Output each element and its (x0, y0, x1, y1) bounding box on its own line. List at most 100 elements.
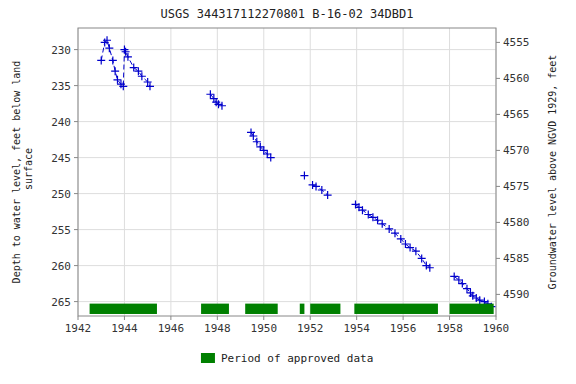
x-tick-label: 1950 (251, 322, 278, 335)
point-marker (391, 229, 399, 237)
chart: 1942194419461948195019521954195619581960… (0, 0, 576, 384)
x-tick-label: 1946 (158, 322, 185, 335)
point-marker (324, 191, 332, 199)
y2-tick-label: 4570 (503, 144, 530, 157)
point-marker (458, 280, 466, 288)
grid-line-x (217, 28, 218, 316)
x-tick-label: 1960 (483, 322, 510, 335)
approved-span (245, 304, 278, 314)
y-tick (74, 157, 78, 158)
point-marker (309, 181, 317, 189)
y-tick-label: 235 (51, 80, 71, 93)
legend-label: Period of approved data (221, 352, 373, 365)
y2-tick-label: 4590 (503, 288, 530, 301)
point-marker (358, 206, 366, 214)
y2-tick (496, 186, 500, 187)
x-tick-label: 1948 (204, 322, 231, 335)
point-marker (418, 254, 426, 262)
plot-area (90, 36, 496, 314)
point-marker (476, 296, 484, 304)
y-tick-label: 265 (51, 296, 71, 309)
grid-line-y (78, 49, 496, 50)
point-marker (146, 82, 154, 90)
point-marker (218, 102, 226, 110)
x-tick-label: 1944 (111, 322, 138, 335)
y-axis-label-line: Depth to water level, feet below land (11, 61, 22, 284)
y2-tick-label: 4565 (503, 108, 530, 121)
grid-line-y (78, 193, 496, 194)
point-marker (426, 264, 434, 272)
point-marker (455, 276, 463, 284)
grid-line-x (403, 28, 404, 316)
x-tick (217, 316, 218, 320)
grid-line-y (78, 229, 496, 230)
grid-line-y (78, 121, 496, 122)
x-tick-label: 1954 (343, 322, 370, 335)
series (206, 90, 226, 110)
point-marker (318, 186, 326, 194)
axes: 1942194419461948195019521954195619581960… (51, 36, 529, 335)
plot-frame (78, 28, 496, 316)
y2-tick (496, 150, 500, 151)
approved-span (354, 304, 438, 314)
series-line (356, 204, 430, 267)
y-tick-label: 260 (51, 260, 71, 273)
y-axis-label: Depth to water level, feet below land su… (11, 61, 34, 284)
point-marker (130, 64, 138, 72)
x-tick (78, 316, 79, 320)
y-tick-label: 240 (51, 116, 71, 129)
y-tick (74, 301, 78, 302)
point-marker (472, 294, 480, 302)
point-marker (97, 56, 105, 64)
point-marker (138, 72, 146, 80)
grid-line-x (449, 28, 450, 316)
grid-line-y (78, 157, 496, 158)
series-line (454, 276, 491, 306)
point-marker (374, 216, 382, 224)
x-tick (170, 316, 171, 320)
point-marker (249, 132, 257, 140)
grid-line-x (356, 28, 357, 316)
y2-tick-label: 4555 (503, 36, 530, 49)
x-tick-label: 1952 (297, 322, 324, 335)
point-marker (206, 90, 214, 98)
series-line (101, 40, 150, 86)
y2-tick (496, 78, 500, 79)
approved-span (450, 304, 494, 314)
point-marker (401, 240, 409, 248)
y-tick (74, 85, 78, 86)
y-tick (74, 49, 78, 50)
point-marker (397, 235, 405, 243)
approved-span (310, 304, 340, 314)
grid (78, 28, 496, 316)
series (300, 172, 308, 180)
point-marker (463, 285, 471, 293)
y-tick-label: 230 (51, 44, 71, 57)
point-marker (105, 44, 113, 52)
x-tick (356, 316, 357, 320)
grid-line-y (78, 85, 496, 86)
y-tick (74, 193, 78, 194)
point-marker (450, 272, 458, 280)
point-marker (300, 172, 308, 180)
y-tick (74, 229, 78, 230)
series (247, 128, 275, 161)
y2-axis-label: Groundwater level above NGVD 1929, feet (547, 55, 558, 290)
y-tick-label: 255 (51, 224, 71, 237)
x-tick-label: 1958 (436, 322, 463, 335)
series (309, 181, 332, 199)
point-marker (109, 56, 117, 64)
y2-tick-label: 4580 (503, 216, 530, 229)
y2-tick (496, 294, 500, 295)
approved-span (201, 304, 229, 314)
point-marker (263, 150, 271, 158)
point-marker (385, 225, 393, 233)
legend: Period of approved data (201, 352, 373, 365)
x-tick-label: 1956 (390, 322, 417, 335)
point-marker (134, 67, 142, 75)
series (352, 200, 434, 271)
x-tick (263, 316, 264, 320)
point-marker (124, 53, 132, 61)
x-tick (496, 316, 497, 320)
grid-line-y (78, 301, 496, 302)
